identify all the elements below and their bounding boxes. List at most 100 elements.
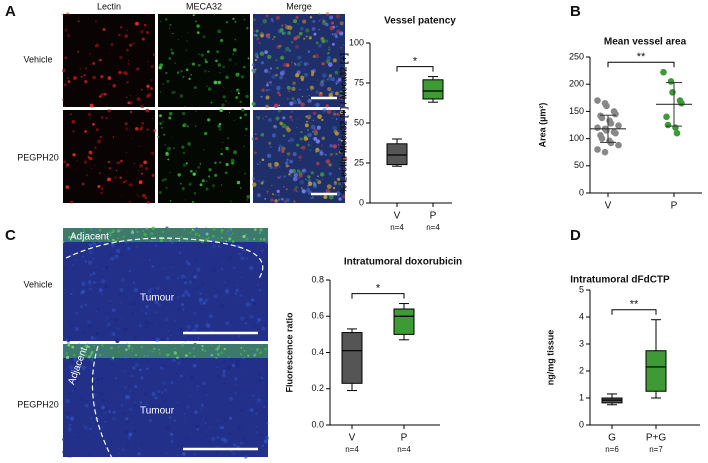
texture — [217, 125, 219, 127]
texture — [235, 362, 237, 365]
texture — [100, 116, 104, 119]
texture — [275, 116, 280, 121]
texture — [252, 182, 257, 187]
texture — [150, 322, 153, 326]
texture — [243, 356, 245, 358]
texture — [134, 362, 139, 367]
texture — [90, 352, 93, 355]
texture — [297, 55, 302, 60]
texture — [65, 398, 70, 404]
texture — [182, 151, 186, 155]
texture — [322, 20, 327, 26]
texture — [325, 159, 331, 164]
texture — [243, 18, 246, 21]
texture — [202, 418, 205, 421]
texture — [220, 228, 224, 232]
texture — [77, 380, 79, 382]
texture — [127, 183, 130, 186]
texture — [219, 32, 221, 34]
texture — [124, 179, 128, 183]
texture — [183, 289, 189, 295]
texture — [264, 68, 269, 73]
texture — [62, 450, 65, 454]
texture — [246, 198, 249, 202]
texture — [132, 407, 134, 409]
texture — [74, 246, 78, 250]
texture — [185, 68, 189, 72]
texture — [332, 153, 334, 155]
texture — [307, 98, 312, 103]
texture — [139, 392, 141, 394]
texture — [141, 297, 143, 299]
texture — [215, 423, 218, 426]
data-point — [612, 129, 619, 137]
texture — [226, 258, 230, 262]
texture — [146, 403, 148, 405]
texture — [80, 75, 83, 78]
texture — [72, 231, 75, 234]
texture — [133, 335, 138, 340]
texture — [319, 92, 322, 95]
texture — [335, 118, 338, 120]
texture — [149, 199, 151, 201]
texture — [298, 31, 303, 36]
texture — [251, 137, 255, 141]
texture — [342, 194, 346, 199]
texture — [265, 115, 268, 118]
texture — [312, 68, 317, 73]
texture — [131, 375, 134, 378]
texture — [110, 290, 113, 293]
texture — [257, 117, 260, 120]
texture — [320, 18, 322, 20]
texture — [196, 455, 199, 457]
texture — [143, 160, 148, 165]
texture — [273, 165, 277, 170]
texture — [185, 49, 188, 52]
texture — [334, 70, 339, 75]
texture — [192, 349, 196, 352]
texture — [231, 167, 233, 169]
texture — [253, 151, 257, 155]
texture — [141, 309, 143, 311]
texture — [339, 21, 344, 26]
texture — [108, 167, 112, 170]
texture — [187, 32, 189, 34]
texture — [88, 436, 90, 438]
texture — [264, 197, 267, 200]
texture — [192, 347, 195, 350]
texture — [89, 52, 92, 55]
texture — [166, 79, 170, 83]
texture — [287, 31, 292, 36]
texture — [132, 366, 136, 370]
texture — [317, 114, 322, 120]
texture — [261, 414, 263, 416]
x-tick-label: P — [671, 201, 678, 212]
texture — [169, 27, 171, 29]
texture — [160, 91, 162, 93]
texture — [118, 351, 120, 353]
texture — [282, 40, 283, 42]
texture — [286, 85, 291, 90]
texture — [75, 259, 78, 261]
texture — [335, 91, 339, 96]
texture — [110, 362, 113, 366]
texture — [227, 356, 230, 358]
texture — [197, 336, 200, 340]
texture — [217, 80, 222, 85]
texture — [182, 75, 185, 78]
texture — [344, 105, 346, 108]
texture — [126, 171, 128, 174]
texture — [159, 122, 163, 125]
texture — [316, 161, 320, 166]
texture — [306, 88, 309, 91]
texture — [256, 321, 259, 324]
texture — [194, 125, 197, 127]
texture — [222, 369, 226, 373]
texture — [271, 133, 277, 138]
texture — [240, 256, 245, 261]
texture — [278, 44, 282, 48]
texture — [189, 231, 192, 234]
texture — [89, 103, 94, 108]
texture — [264, 411, 266, 414]
texture — [180, 69, 183, 73]
